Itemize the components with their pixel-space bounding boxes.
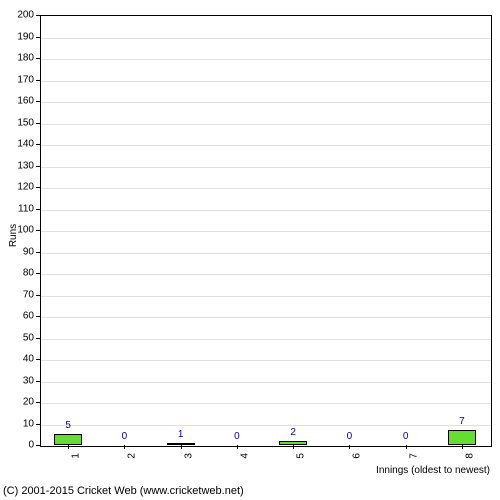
gridline xyxy=(41,274,491,275)
ytick-mark xyxy=(36,123,40,124)
xtick-mark xyxy=(237,445,238,449)
ytick-mark xyxy=(36,424,40,425)
ytick-label: 80 xyxy=(23,268,34,279)
ytick-label: 130 xyxy=(17,160,34,171)
ytick-mark xyxy=(36,273,40,274)
gridline xyxy=(41,145,491,146)
ytick-mark xyxy=(36,209,40,210)
ytick-mark xyxy=(36,15,40,16)
plot-area xyxy=(40,15,492,447)
ytick-label: 10 xyxy=(23,418,34,429)
bar-value-label: 2 xyxy=(290,427,296,438)
gridline xyxy=(41,188,491,189)
ytick-mark xyxy=(36,37,40,38)
ytick-mark xyxy=(36,144,40,145)
gridline xyxy=(41,317,491,318)
ytick-label: 40 xyxy=(23,354,34,365)
ytick-label: 170 xyxy=(17,74,34,85)
gridline xyxy=(41,296,491,297)
gridline xyxy=(41,403,491,404)
ytick-mark xyxy=(36,338,40,339)
gridline xyxy=(41,253,491,254)
xtick-label: 5 xyxy=(296,453,307,459)
ytick-mark xyxy=(36,58,40,59)
bar-value-label: 7 xyxy=(459,416,465,427)
gridline xyxy=(41,360,491,361)
ytick-label: 200 xyxy=(17,10,34,21)
gridline xyxy=(41,339,491,340)
ytick-label: 190 xyxy=(17,31,34,42)
ytick-label: 100 xyxy=(17,225,34,236)
ytick-label: 150 xyxy=(17,117,34,128)
xtick-label: 3 xyxy=(183,453,194,459)
bar-value-label: 0 xyxy=(347,431,353,442)
gridline xyxy=(41,102,491,103)
xtick-label: 2 xyxy=(127,453,138,459)
xtick-mark xyxy=(293,445,294,449)
ytick-label: 120 xyxy=(17,182,34,193)
ytick-label: 60 xyxy=(23,311,34,322)
xtick-label: 6 xyxy=(352,453,363,459)
ytick-mark xyxy=(36,101,40,102)
copyright-text: (C) 2001-2015 Cricket Web (www.cricketwe… xyxy=(3,485,244,497)
bar-value-label: 0 xyxy=(234,431,240,442)
ytick-label: 70 xyxy=(23,289,34,300)
bar-value-label: 0 xyxy=(403,431,409,442)
gridline xyxy=(41,38,491,39)
ytick-mark xyxy=(36,187,40,188)
xtick-mark xyxy=(462,445,463,449)
xtick-mark xyxy=(68,445,69,449)
xtick-label: 4 xyxy=(239,453,250,459)
xtick-label: 7 xyxy=(408,453,419,459)
bar-value-label: 1 xyxy=(178,429,184,440)
gridline xyxy=(41,167,491,168)
ytick-mark xyxy=(36,402,40,403)
ytick-label: 20 xyxy=(23,397,34,408)
ytick-mark xyxy=(36,80,40,81)
ytick-mark xyxy=(36,252,40,253)
gridline xyxy=(41,382,491,383)
gridline xyxy=(41,124,491,125)
xtick-label: 1 xyxy=(71,453,82,459)
xtick-mark xyxy=(349,445,350,449)
ytick-mark xyxy=(36,381,40,382)
bar xyxy=(448,430,476,445)
ytick-label: 140 xyxy=(17,139,34,150)
gridline xyxy=(41,210,491,211)
ytick-label: 90 xyxy=(23,246,34,257)
ytick-label: 160 xyxy=(17,96,34,107)
ytick-mark xyxy=(36,445,40,446)
ytick-label: 30 xyxy=(23,375,34,386)
gridline xyxy=(41,59,491,60)
bar-value-label: 5 xyxy=(65,420,71,431)
gridline xyxy=(41,81,491,82)
x-axis-label: Innings (oldest to newest) xyxy=(376,465,490,476)
bar-value-label: 0 xyxy=(122,431,128,442)
ytick-mark xyxy=(36,359,40,360)
bar xyxy=(54,434,82,445)
gridline xyxy=(41,231,491,232)
xtick-mark xyxy=(181,445,182,449)
xtick-label: 8 xyxy=(464,453,475,459)
ytick-label: 50 xyxy=(23,332,34,343)
xtick-mark xyxy=(124,445,125,449)
xtick-mark xyxy=(406,445,407,449)
ytick-label: 110 xyxy=(18,203,34,214)
ytick-mark xyxy=(36,166,40,167)
ytick-label: 0 xyxy=(28,440,34,451)
ytick-mark xyxy=(36,295,40,296)
ytick-mark xyxy=(36,316,40,317)
chart-container: Runs Innings (oldest to newest) (C) 2001… xyxy=(0,0,500,500)
ytick-mark xyxy=(36,230,40,231)
ytick-label: 180 xyxy=(17,53,34,64)
gridline xyxy=(41,425,491,426)
